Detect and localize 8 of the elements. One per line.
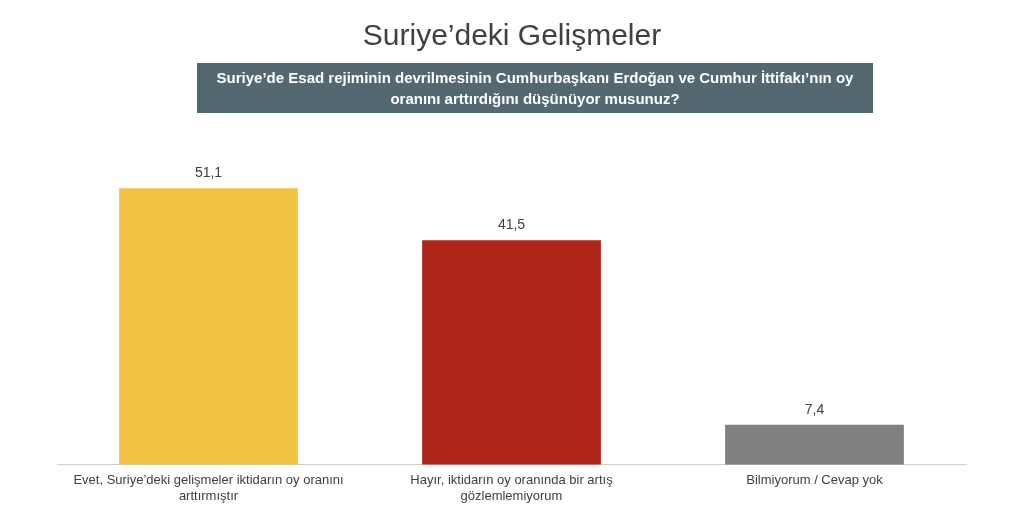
x-tick-label: Evet, Suriye’deki gelişmeler iktidarın oy oranını arttırmıştır bbox=[73, 472, 344, 503]
data-label: 51,1 bbox=[194, 164, 223, 181]
chart-subtitle: Suriye’de Esad rejiminin devrilmesinin Cumhurbaşkanı Erdoğan ve Cumhur İttifakı’nın oy oranını arttırdığını düşünüyor musunuz? bbox=[197, 63, 873, 113]
data-label: 7,4 bbox=[804, 400, 825, 417]
chart-title: Suriye’deki Gelişmeler bbox=[361, 18, 663, 52]
data-label: 41,5 bbox=[497, 216, 526, 233]
x-tick-label: Bilmiyorum / Cevap yok bbox=[746, 472, 884, 488]
x-tick-label: Hayır, iktidarın oy oranında bir artış gözlemlemiyorum bbox=[410, 472, 614, 503]
